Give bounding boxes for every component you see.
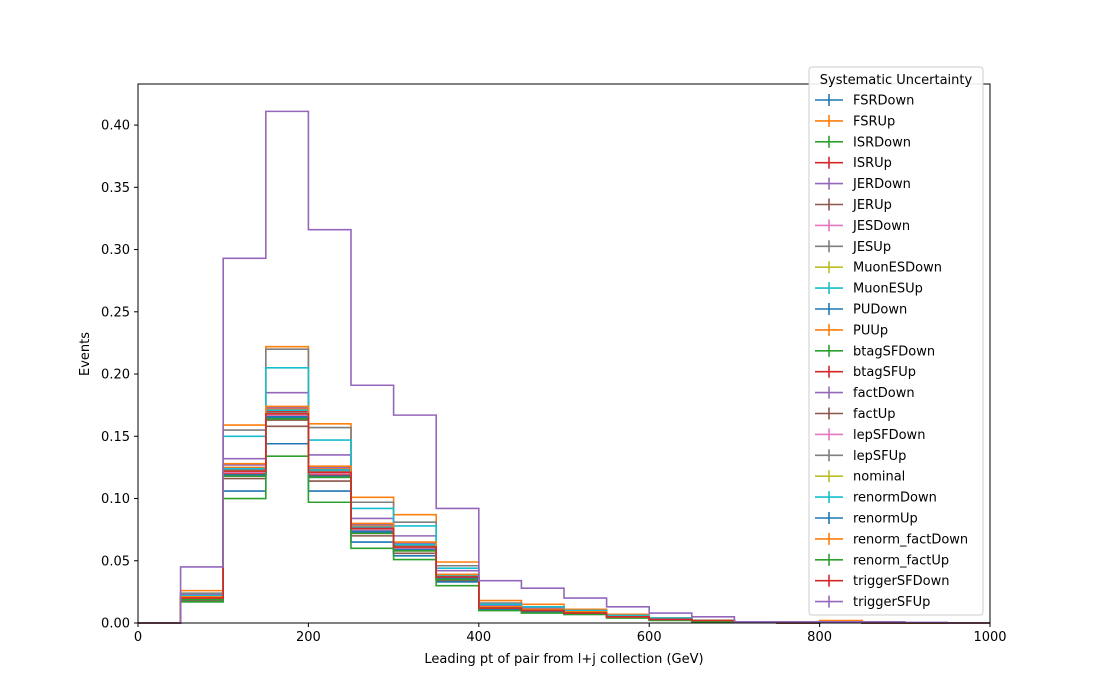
legend-label: PUUp	[853, 323, 888, 338]
y-tick-label: 0.00	[101, 617, 130, 632]
y-axis-label: Events	[78, 332, 93, 376]
legend-entry-lepSFDown: lepSFDown	[815, 428, 925, 443]
legend-entry-lepSFUp: lepSFUp	[815, 449, 906, 464]
y-axis-ticks: 0.00 0.05 0.10 0.15 0.20 0.25 0.30 0.35 0.40	[101, 119, 138, 632]
legend-label: ISRUp	[853, 156, 892, 171]
y-tick-label: 0.05	[101, 554, 130, 569]
legend-label: triggerSFUp	[853, 595, 930, 610]
legend-label: renorm_factDown	[853, 532, 968, 547]
legend-entry-nominal: nominal	[815, 470, 905, 485]
x-axis-ticks: 0 200 400 600 800 1000	[134, 623, 1007, 645]
legend-entry-factUp: factUp	[815, 407, 896, 422]
y-tick-label: 0.20	[101, 368, 130, 383]
legend-entry-renorm_factDown: renorm_factDown	[815, 532, 968, 547]
legend-entry-renormUp: renormUp	[815, 512, 918, 527]
legend-label: FSRDown	[853, 94, 914, 109]
legend-label: JESDown	[852, 219, 910, 234]
y-tick-label: 0.25	[101, 305, 130, 320]
legend-label: ISRDown	[853, 135, 911, 150]
legend-label: MuonESDown	[853, 261, 942, 276]
legend-label: btagSFUp	[853, 365, 916, 380]
legend-label: renormDown	[853, 491, 937, 506]
y-tick-label: 0.35	[101, 181, 130, 196]
x-tick-label: 0	[134, 630, 142, 645]
x-tick-label: 200	[296, 630, 321, 645]
x-tick-label: 600	[637, 630, 662, 645]
y-tick-label: 0.10	[101, 492, 130, 507]
legend-label: JESUp	[852, 240, 891, 255]
legend-entry-ISRDown: ISRDown	[815, 135, 911, 150]
x-tick-label: 800	[807, 630, 832, 645]
legend-entry-MuonESUp: MuonESUp	[815, 282, 923, 297]
legend-label: factDown	[853, 386, 915, 401]
legend-entry-JESUp: JESUp	[815, 240, 891, 255]
legend-entry-triggerSFUp: triggerSFUp	[815, 595, 930, 610]
legend-label: FSRUp	[853, 114, 895, 129]
legend: Systematic Uncertainty FSRDown FSRUp ISRDo…	[808, 66, 984, 616]
axes-frame	[137, 83, 991, 624]
x-axis-label: Leading pt of pair from l+j collection (…	[424, 652, 703, 667]
x-tick-label: 1000	[973, 630, 1006, 645]
legend-label: lepSFUp	[853, 449, 906, 464]
legend-label: JERDown	[852, 177, 911, 192]
legend-entry-btagSFUp: btagSFUp	[815, 365, 916, 380]
legend-label: PUDown	[853, 303, 907, 318]
legend-box	[808, 66, 984, 616]
legend-entry-btagSFDown: btagSFDown	[815, 344, 935, 359]
legend-label: JERUp	[852, 198, 892, 213]
series-step-triggerSFUp	[138, 110, 990, 624]
legend-items: FSRDown FSRUp ISRDown ISRUp JERDown JERUp JESD…	[815, 94, 968, 610]
legend-entry-renorm_factUp: renorm_factUp	[815, 553, 949, 568]
legend-label: factUp	[853, 407, 896, 422]
legend-entry-triggerSFDown: triggerSFDown	[815, 574, 949, 589]
legend-title: Systematic Uncertainty	[820, 73, 973, 88]
legend-entry-PUUp: PUUp	[815, 323, 888, 338]
legend-entry-ISRUp: ISRUp	[815, 156, 892, 171]
legend-entry-JERDown: JERDown	[815, 177, 911, 192]
x-tick-label: 400	[466, 630, 491, 645]
legend-entry-PUDown: PUDown	[815, 303, 907, 318]
legend-entry-MuonESDown: MuonESDown	[815, 261, 942, 276]
legend-label: MuonESUp	[853, 282, 923, 297]
y-tick-label: 0.40	[101, 119, 130, 134]
y-tick-label: 0.15	[101, 430, 130, 445]
legend-label: renorm_factUp	[853, 553, 949, 568]
legend-entry-FSRDown: FSRDown	[815, 94, 914, 109]
legend-label: lepSFDown	[853, 428, 925, 443]
legend-label: btagSFDown	[853, 344, 935, 359]
legend-entry-FSRUp: FSRUp	[815, 114, 895, 129]
legend-entry-JESDown: JESDown	[815, 219, 910, 234]
y-tick-label: 0.30	[101, 243, 130, 258]
legend-entry-renormDown: renormDown	[815, 491, 937, 506]
legend-label: triggerSFDown	[853, 574, 949, 589]
legend-entry-factDown: factDown	[815, 386, 915, 401]
legend-label: renormUp	[853, 512, 918, 527]
legend-label: nominal	[853, 470, 905, 485]
legend-entry-JERUp: JERUp	[815, 198, 892, 213]
